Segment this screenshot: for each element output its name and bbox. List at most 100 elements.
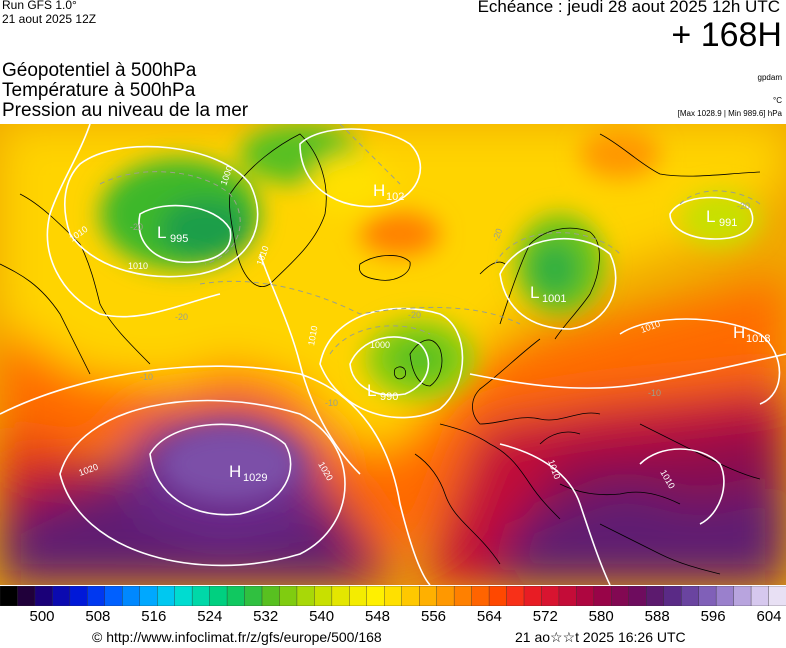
- isotherm-label: -20: [175, 312, 188, 322]
- color-scale-swatch: [628, 586, 647, 606]
- color-scale-swatch: [226, 586, 246, 606]
- high-center-value: 1018: [746, 333, 770, 345]
- color-scale-swatch: [34, 586, 54, 606]
- isobars: [0, 124, 786, 585]
- isotherm-label: -10: [648, 388, 661, 398]
- color-scale-label: 604: [756, 608, 782, 625]
- forecast-valid-time: Echéance : jeudi 28 aout 2025 12h UTC: [477, 0, 780, 16]
- color-scale-label: 508: [85, 608, 111, 625]
- color-scale-swatch: [331, 586, 351, 606]
- color-scale-swatch: [0, 586, 19, 606]
- color-scale-swatch: [174, 586, 193, 606]
- low-center-letter: L: [157, 223, 166, 242]
- low-center-value: 991: [719, 217, 737, 229]
- isotherm-label: -20: [130, 222, 143, 232]
- color-scale-swatch: [384, 586, 403, 606]
- color-scale-swatch: [488, 586, 508, 606]
- high-center-value: 102: [386, 191, 404, 203]
- color-scale-swatch: [611, 586, 630, 606]
- pressure-center-labels: L 995 H 102 L 991 L 1001 H 1018 L 990 H …: [157, 181, 770, 484]
- color-scale-swatch: [453, 586, 473, 606]
- color-scale-label: 564: [476, 608, 502, 625]
- color-scale-swatch: [541, 586, 560, 606]
- isotherm-value-labels: -20 -20 -20 -20 -20 -10 -10 -10: [130, 201, 750, 408]
- unit-temperature: °C: [773, 96, 782, 105]
- param-geopotential: Géopotentiel à 500hPa: [2, 60, 197, 81]
- color-scale-swatch: [122, 586, 141, 606]
- color-scale-swatch: [506, 586, 525, 606]
- color-scale-swatch: [436, 586, 455, 606]
- color-scale-swatch: [366, 586, 385, 606]
- color-scale-label: 524: [197, 608, 223, 625]
- low-center-value: 995: [170, 233, 188, 245]
- color-scale-swatch: [663, 586, 682, 606]
- high-center-letter: H: [373, 181, 385, 200]
- color-scale-label: 588: [644, 608, 670, 625]
- color-scale-swatch: [593, 586, 613, 606]
- color-scale-swatch: [715, 586, 735, 606]
- color-scale-swatch: [87, 586, 106, 606]
- low-center-letter: L: [367, 381, 376, 400]
- color-scale-swatch: [52, 586, 71, 606]
- color-scale-label: 516: [141, 608, 167, 625]
- run-date: 21 aout 2025 12Z: [2, 12, 97, 26]
- unit-pressure-range: [Max 1028.9 | Min 989.6] hPa: [677, 109, 782, 118]
- color-scale-swatch: [523, 586, 543, 606]
- color-scale-swatch: [17, 586, 36, 606]
- color-scale-swatch: [156, 586, 176, 606]
- color-scale-swatch: [681, 586, 700, 606]
- color-scale-swatch: [733, 586, 752, 606]
- isotherm-label: -20: [490, 227, 504, 243]
- color-scale-swatch: [349, 586, 368, 606]
- color-scale-swatch: [279, 586, 298, 606]
- color-scale-swatch: [296, 586, 316, 606]
- color-scale-swatch: [314, 586, 333, 606]
- run-title: Run GFS 1.0°: [2, 0, 77, 12]
- color-scale-swatch: [558, 586, 578, 606]
- forecast-lead-time: + 168H: [671, 16, 782, 54]
- isotherm-label: -10: [325, 398, 338, 408]
- color-scale-label: 548: [364, 608, 391, 625]
- color-scale-swatch: [576, 586, 595, 606]
- low-center-value: 990: [380, 391, 398, 403]
- color-scale-label: 596: [700, 608, 726, 625]
- color-scale-swatch: [191, 586, 211, 606]
- color-scale-swatch: [261, 586, 281, 606]
- color-scale-swatch: [209, 586, 228, 606]
- color-scale-labels: 500 508 516 524 532 540 548 556 564 572 580 588 596 6…: [0, 608, 786, 628]
- color-scale-swatch: [244, 586, 263, 606]
- color-scale-bar: [0, 586, 786, 606]
- color-scale-swatch: [401, 586, 420, 606]
- isotherm-label: -20: [737, 201, 750, 211]
- low-center-letter: L: [706, 207, 715, 226]
- source-credit: © http://www.infoclimat.fr/z/gfs/europe/…: [92, 629, 382, 645]
- color-scale-swatch: [104, 586, 123, 606]
- low-center-letter: L: [530, 283, 539, 302]
- isotherm-label: -20: [408, 310, 421, 320]
- color-scale-swatch: [646, 586, 665, 606]
- color-scale-swatch: [750, 586, 770, 606]
- generated-date: 21 ao☆☆t 2025 16:26 UTC: [515, 629, 686, 645]
- color-scale-label: 556: [420, 608, 447, 625]
- color-scale-swatch: [471, 586, 490, 606]
- color-scale-swatch: [768, 586, 786, 606]
- coastlines: [0, 133, 761, 575]
- isobar-label: 1010: [306, 325, 319, 346]
- isotherm-label: -10: [140, 372, 153, 382]
- isobar-label: 1000: [370, 340, 390, 350]
- color-scale-label: 580: [588, 608, 614, 625]
- color-scale-label: 500: [29, 608, 55, 625]
- high-center-letter: H: [733, 323, 745, 342]
- geopotential-field: [0, 124, 786, 585]
- color-scale-swatch: [139, 586, 158, 606]
- color-scale-label: 572: [532, 608, 558, 625]
- isobar-label: 1010: [128, 261, 148, 271]
- high-center-letter: H: [229, 462, 241, 481]
- param-temperature: Température à 500hPa: [2, 80, 196, 101]
- weather-map: L 995 H 102 L 991 L 1001 H 1018 L 990 H …: [0, 124, 786, 585]
- color-scale-swatch: [69, 586, 89, 606]
- low-center-value: 1001: [542, 293, 566, 305]
- color-scale-swatch: [698, 586, 717, 606]
- param-pressure: Pression au niveau de la mer: [2, 100, 249, 121]
- temperature-isotherms: [99, 124, 761, 355]
